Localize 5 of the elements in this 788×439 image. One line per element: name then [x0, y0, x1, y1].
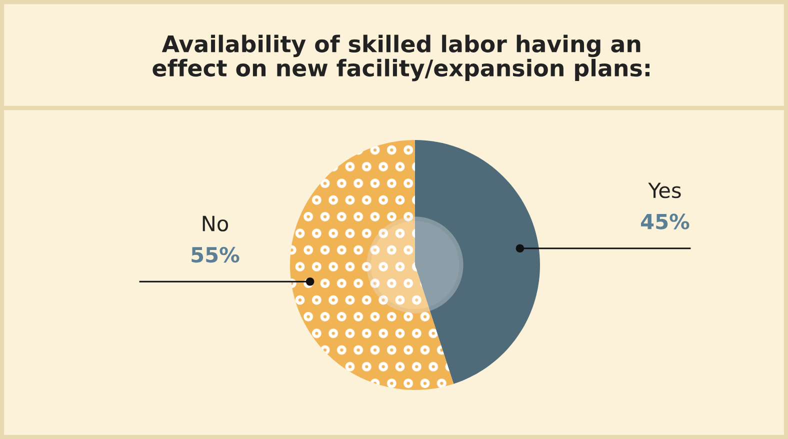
- chart-title: Availability of skilled labor having an effect on new facility/expansion plans:: [152, 34, 650, 82]
- slice-label: Yes: [648, 182, 681, 198]
- slice-label: No: [202, 216, 228, 232]
- data-label: 45%: [641, 214, 690, 230]
- data-label: 55%: [192, 246, 240, 263]
